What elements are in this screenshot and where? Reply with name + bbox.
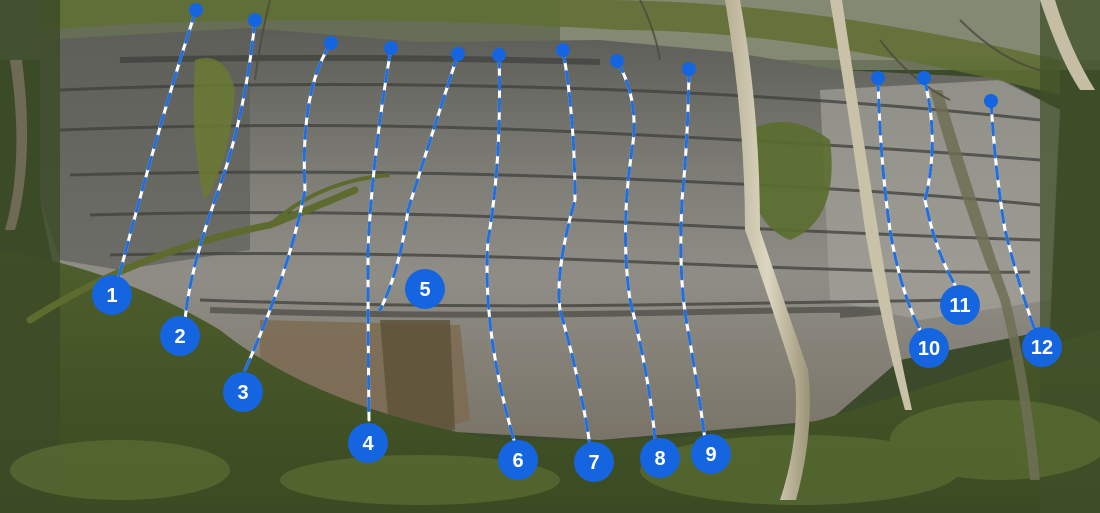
route-marker-5: 5: [405, 269, 445, 309]
route-top-anchors: [189, 3, 998, 108]
route-number: 5: [419, 279, 430, 301]
route-number: 12: [1031, 337, 1053, 359]
route-marker-10: 10: [909, 328, 949, 368]
route-number: 4: [362, 433, 374, 455]
route-marker-7: 7: [574, 442, 614, 482]
route-lines: [116, 8, 1037, 447]
route-marker-4: 4: [348, 423, 388, 463]
route-marker-3: 3: [223, 372, 263, 412]
route-marker-12: 12: [1022, 327, 1062, 367]
route-number: 11: [949, 295, 970, 317]
route-marker-2: 2: [160, 316, 200, 356]
route-number: 7: [588, 452, 599, 474]
route-number: 6: [512, 450, 523, 472]
route-marker-6: 6: [498, 440, 538, 480]
route-number: 3: [237, 382, 248, 404]
route-marker-1: 1: [92, 275, 132, 315]
route-marker-8: 8: [640, 438, 680, 478]
route-marker-9: 9: [691, 434, 731, 474]
route-number: 9: [705, 444, 716, 466]
route-marker-11: 11: [940, 285, 980, 325]
route-number: 8: [654, 448, 665, 470]
route-number: 2: [174, 326, 185, 348]
route-number: 1: [106, 285, 117, 307]
tree-trunks: [5, 0, 1095, 500]
route-number: 10: [918, 338, 940, 360]
